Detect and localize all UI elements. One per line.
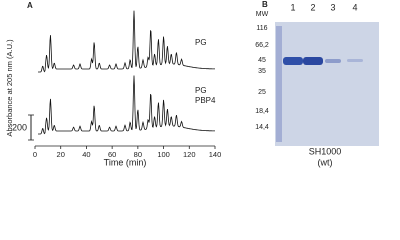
lane-label: 1	[290, 2, 295, 12]
x-tick-label: 120	[183, 150, 196, 159]
mw-label: 45	[258, 57, 266, 64]
x-tick-label: 20	[57, 150, 65, 159]
trace-label: PG	[195, 38, 207, 47]
trace-label: PG	[195, 86, 207, 95]
band	[303, 57, 323, 65]
mw-label: 35	[258, 68, 266, 75]
x-tick-label: 60	[108, 150, 116, 159]
x-tick-label: 80	[134, 150, 142, 159]
panel-label: A	[27, 1, 33, 10]
caption-sub: (wt)	[318, 157, 333, 167]
trace	[38, 10, 215, 73]
trace	[38, 75, 215, 135]
lane-label: 2	[310, 2, 315, 12]
x-tick-label: 140	[209, 150, 222, 159]
x-tick-label: 40	[82, 150, 90, 159]
generated: 0 20 40 60 80 100 120 140 116 66,2 45 35 25 18,4 14,4 1…	[33, 2, 358, 159]
mw-label: 116	[256, 25, 267, 32]
mw-label: 18,4	[255, 108, 269, 115]
x-axis-label: Time (min)	[104, 157, 147, 167]
band	[283, 57, 303, 65]
band	[347, 59, 363, 62]
band	[325, 59, 341, 63]
lane-label: 4	[352, 2, 357, 12]
mw-label: 66,2	[255, 42, 269, 49]
figure: A Absorbance at 205 nm (A.U.) Time (min)…	[5, 0, 379, 167]
trace-label: PBP4	[195, 96, 216, 105]
scale-bar-label: 200	[12, 122, 27, 132]
mw-header: MW	[256, 11, 269, 18]
gel	[275, 22, 379, 146]
mw-label: 14,4	[255, 124, 269, 131]
caption: SH1000	[309, 146, 342, 156]
marker-lane	[276, 26, 282, 142]
mw-label: 25	[258, 89, 266, 96]
y-axis-label: Absorbance at 205 nm (A.U.)	[5, 39, 14, 137]
lane-label: 3	[330, 2, 335, 12]
panel-label: B	[262, 0, 268, 9]
x-tick-label: 100	[157, 150, 170, 159]
x-tick-label: 0	[33, 150, 37, 159]
